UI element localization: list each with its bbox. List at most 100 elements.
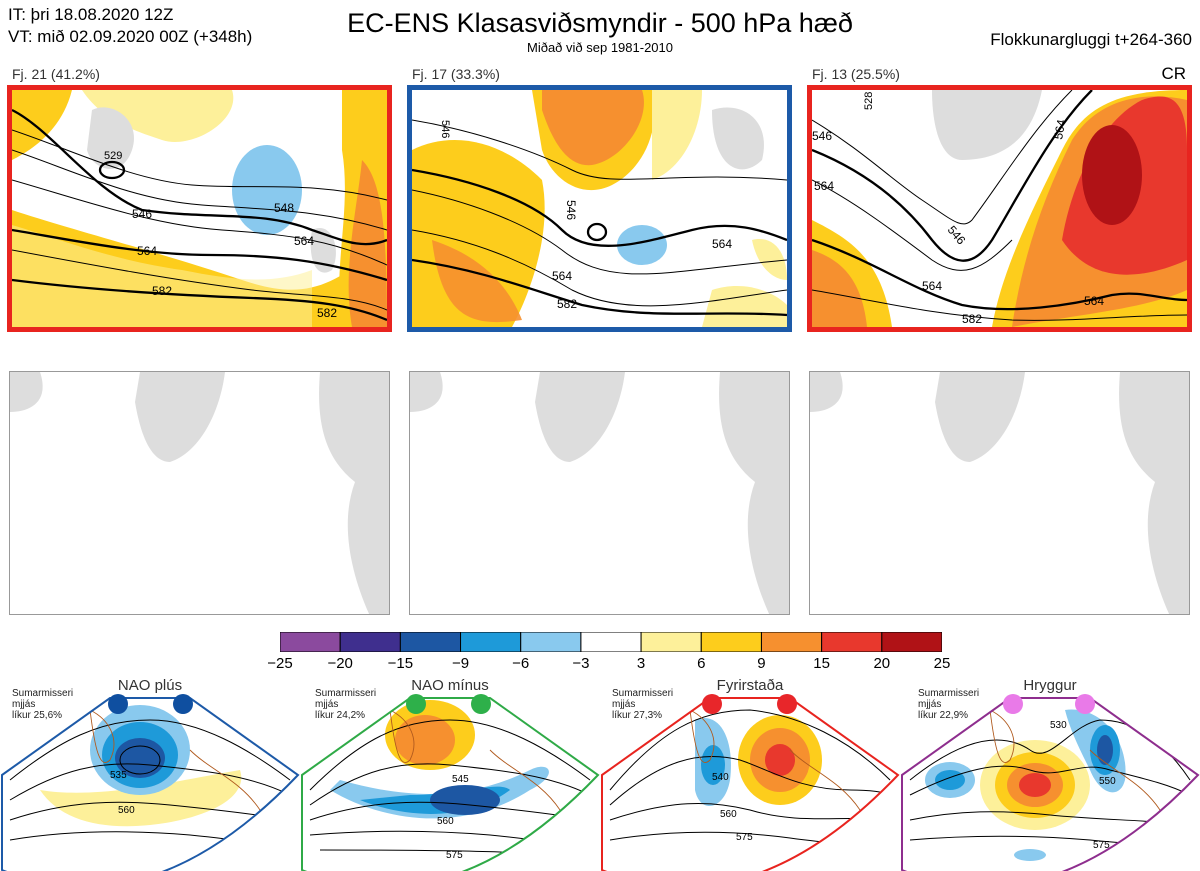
page-subtitle: Miðað við sep 1981-2010 (527, 40, 673, 55)
anomaly-area (232, 145, 302, 235)
cluster-map-3-svg: 546 564 528 546 564 582 564 564 (812, 90, 1187, 327)
empty-map-1 (9, 371, 390, 615)
contour-label: 560 (118, 805, 135, 816)
regime-season: Sumarmisseri (918, 688, 980, 699)
regime-dot (406, 694, 426, 714)
land-europe (310, 228, 336, 273)
regime-dot (108, 694, 128, 714)
regime-dot (777, 694, 797, 714)
regime-map-1: 535 560 (1, 694, 300, 871)
contour-label: 582 (962, 312, 982, 326)
colorbar-swatch (881, 632, 942, 652)
cluster-2-label: Fj. 17 (33.3%) (412, 66, 500, 82)
land-greenland (932, 90, 1042, 160)
regime-smoothing: mjjás (12, 699, 36, 710)
colorbar-swatch (520, 632, 582, 652)
contour-label: 564 (922, 279, 942, 293)
contour-label: 564 (814, 179, 834, 193)
colorbar-tick-label: 20 (873, 655, 891, 672)
contour-label: 546 (439, 120, 451, 138)
valid-time: VT: mið 02.09.2020 00Z (+348h) (8, 27, 253, 46)
contour-label: 548 (274, 201, 294, 215)
contour-label: 546 (564, 200, 578, 220)
contour-label: 564 (712, 237, 732, 251)
cr-label: CR (1161, 64, 1186, 83)
colorbar-swatch (821, 632, 883, 652)
regime-info: Sumarmisseri mjjás líkur 25,6% (12, 688, 73, 721)
contour-label: 546 (812, 129, 832, 143)
colorbar-tick-label: 25 (933, 655, 951, 672)
colorbar-swatch (760, 632, 823, 652)
contour-label: 560 (437, 816, 454, 827)
contour-label: 530 (1050, 720, 1067, 731)
contour-label: 564 (294, 234, 314, 248)
colorbar-tick-label: −20 (327, 655, 353, 672)
contour-label: 535 (110, 770, 127, 781)
regime-map-4: 530 550 575 (901, 694, 1200, 871)
anomaly-area (652, 90, 702, 180)
clustering-window: Flokkunargluggi t+264-360 (990, 30, 1192, 49)
anomaly-area (542, 90, 644, 166)
regime-dot (471, 694, 491, 714)
colorbar-swatch (640, 632, 702, 652)
regime-probability: líkur 27,3% (612, 710, 663, 721)
colorbar-tick-label: −15 (387, 655, 414, 672)
colorbar-swatch (700, 632, 762, 652)
cluster-map-2-svg: 546 546 564 582 564 (412, 90, 787, 327)
cluster-3-label: Fj. 13 (25.5%) (812, 66, 900, 82)
colorbar-tick-label: 9 (757, 655, 766, 672)
colorbar-swatch (399, 632, 462, 652)
contour-label: 540 (712, 772, 729, 783)
land-scandinavia (712, 107, 764, 170)
colorbar-swatch (580, 632, 642, 652)
contour-label: 582 (152, 284, 172, 298)
colorbar-tick-label: −6 (512, 655, 530, 672)
regime-probability: líkur 24,2% (315, 710, 366, 721)
regime-info: Sumarmisseri mjjás líkur 24,2% (315, 688, 376, 721)
regime-panel-1: NAO plús Sumarmisseri mjjás líkur 25,6% (0, 677, 300, 871)
contour-label: 560 (720, 809, 737, 820)
regime-smoothing: mjjás (315, 699, 339, 710)
colorbar-tick-label: −3 (572, 655, 590, 672)
contour-label: 545 (452, 774, 469, 785)
cluster-map-2: 546 546 564 582 564 (407, 85, 792, 332)
regime-title: Fyrirstaða (716, 677, 784, 694)
contour-label: 564 (552, 269, 572, 283)
regime-map-2: 545 560 575 (301, 694, 600, 871)
contour-label: 575 (736, 832, 753, 843)
init-time: IT: þri 18.08.2020 12Z (8, 5, 174, 24)
contour-label: 550 (1099, 776, 1116, 787)
anomaly-area (752, 239, 787, 280)
regime-dot (1003, 694, 1023, 714)
cluster-map-1-svg: 546 564 582 548 564 582 529 (12, 90, 387, 327)
empty-map-2 (409, 371, 790, 615)
colorbar-ticks: −25 −20 −15 −9 −6 −3 3 6 9 15 20 25 (260, 655, 962, 675)
land-greenland (87, 107, 134, 169)
colorbar-tick-label: 15 (813, 655, 830, 672)
regime-dot (173, 694, 193, 714)
colorbar-tick-label: 3 (636, 655, 646, 672)
regime-smoothing: mjjás (918, 699, 942, 710)
contour-label: 564 (1051, 118, 1068, 140)
regime-season: Sumarmisseri (315, 688, 377, 699)
contour-label: 564 (1084, 294, 1104, 308)
colorbar-svg (280, 632, 942, 652)
regime-title: Hryggur (1023, 677, 1077, 694)
anomaly-area (702, 285, 787, 327)
contour-label: 575 (1093, 840, 1110, 851)
anomaly-area (12, 225, 312, 327)
cluster-1-label: Fj. 21 (41.2%) (12, 66, 100, 82)
colorbar-swatch (460, 632, 522, 652)
colorbar-swatch (280, 632, 341, 652)
anomaly-area (432, 240, 522, 323)
cluster-map-3: 546 564 528 546 564 582 564 564 (807, 85, 1192, 332)
regime-panel-3: Fyrirstaða Sumarmisseri mjjás líkur 27,3… (600, 677, 900, 871)
regime-season: Sumarmisseri (12, 688, 74, 699)
regime-dot (702, 694, 722, 714)
colorbar-tick-label: −25 (267, 655, 293, 672)
anomaly-area (812, 250, 867, 327)
page-title: EC-ENS Klasasviðsmyndir - 500 hPa hæð (347, 8, 853, 38)
colorbar (280, 632, 942, 652)
regime-season: Sumarmisseri (612, 688, 674, 699)
contour-label: 529 (104, 150, 122, 162)
